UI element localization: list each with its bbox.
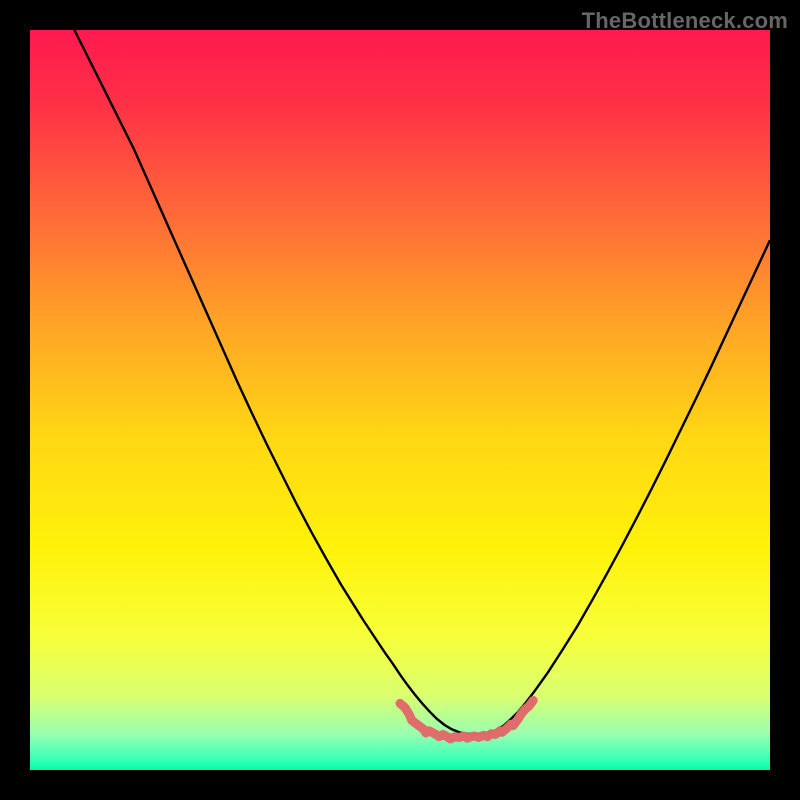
plot-area (30, 30, 770, 770)
chart-container: TheBottleneck.com (0, 0, 800, 800)
plot-svg (30, 30, 770, 770)
gradient-background (30, 30, 770, 770)
